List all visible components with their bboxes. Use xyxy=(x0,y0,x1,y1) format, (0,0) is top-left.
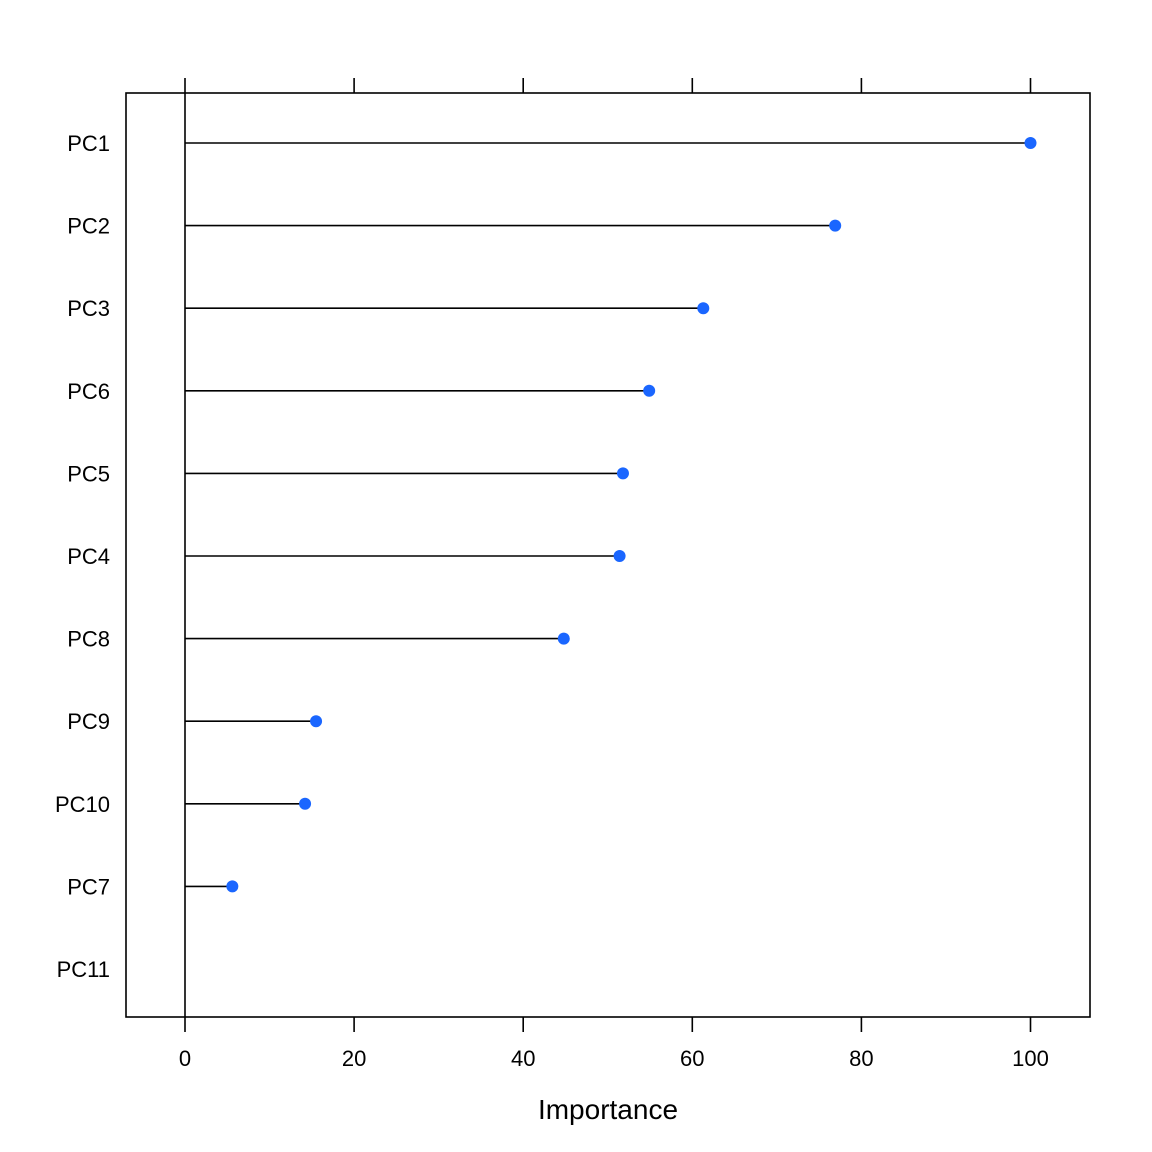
plot-frame xyxy=(125,92,1091,1018)
x-tick-label: 100 xyxy=(1012,1046,1049,1071)
x-tick-label: 60 xyxy=(680,1046,704,1071)
category-label: PC7 xyxy=(67,874,110,899)
importance-point xyxy=(310,715,323,728)
x-axis-title: Importance xyxy=(538,1094,678,1125)
category-label: PC10 xyxy=(55,792,110,817)
x-tick-label: 40 xyxy=(511,1046,535,1071)
category-label: PC6 xyxy=(67,379,110,404)
category-label: PC2 xyxy=(67,214,110,239)
category-label: PC1 xyxy=(67,131,110,156)
importance-point xyxy=(1024,137,1037,149)
category-label: PC8 xyxy=(67,627,110,652)
x-tick-label: 80 xyxy=(849,1046,873,1071)
importance-point xyxy=(829,219,842,232)
x-tick-label: 0 xyxy=(179,1046,191,1071)
x-tick-label: 20 xyxy=(342,1046,366,1071)
category-label: PC9 xyxy=(67,709,110,734)
importance-point xyxy=(643,384,656,397)
category-label: PC4 xyxy=(67,544,110,569)
importance-point xyxy=(616,467,629,480)
importance-point xyxy=(226,880,239,893)
importance-point xyxy=(557,632,570,645)
category-label: PC3 xyxy=(67,296,110,321)
importance-point xyxy=(697,302,710,315)
plot-area: 0 20 40 60 80 100 PC1 PC2 PC3 PC6 PC5 PC4 PC8 PC9 PC10… xyxy=(55,78,1091,1071)
category-label: PC5 xyxy=(67,461,110,486)
importance-point xyxy=(613,550,626,562)
category-label: PC11 xyxy=(57,957,110,982)
importance-point xyxy=(299,797,312,810)
